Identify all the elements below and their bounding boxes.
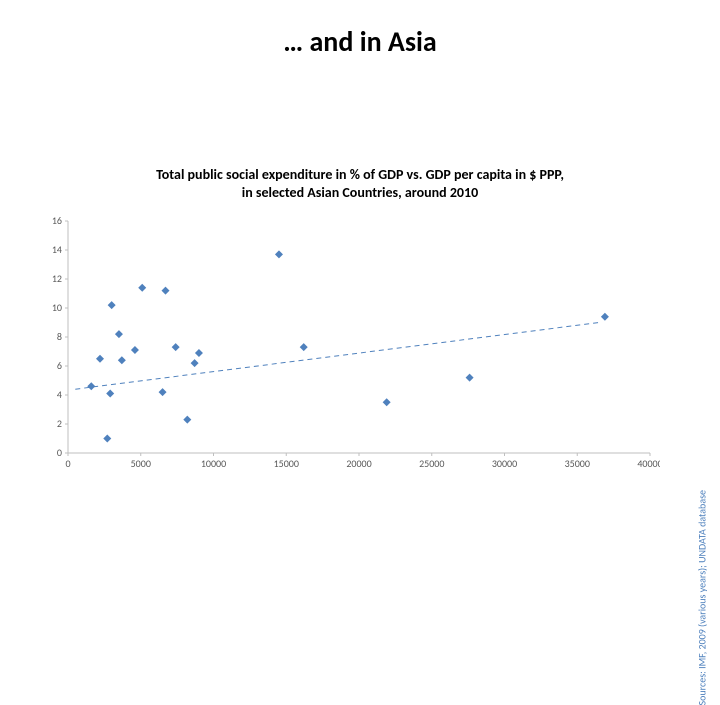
svg-text:30000: 30000: [492, 457, 517, 470]
svg-text:5000: 5000: [131, 457, 151, 470]
svg-text:20000: 20000: [346, 457, 371, 470]
svg-text:0: 0: [65, 457, 70, 470]
svg-text:6: 6: [57, 359, 62, 372]
source-text: Sources: IMF, 2009 (various years); UNDA…: [695, 490, 708, 705]
svg-text:15000: 15000: [274, 457, 299, 470]
svg-text:10000: 10000: [201, 457, 226, 470]
slide-title: … and in Asia: [0, 24, 720, 59]
svg-text:4: 4: [57, 388, 62, 401]
svg-text:0: 0: [57, 446, 62, 459]
svg-text:14: 14: [52, 243, 62, 256]
subtitle-line-2: in selected Asian Countries, around 2010: [242, 184, 478, 201]
svg-text:35000: 35000: [565, 457, 590, 470]
subtitle-line-1: Total public social expenditure in % of …: [156, 166, 564, 183]
chart-svg: 0 2 4 6 8 10 12 14 16 0 5000 10000 15000 20000 25000 30…: [40, 215, 660, 475]
svg-text:10: 10: [52, 301, 62, 314]
slide: … and in Asia Total public social expend…: [0, 0, 720, 540]
chart-subtitle: Total public social expenditure in % of …: [0, 166, 720, 201]
svg-text:8: 8: [57, 330, 62, 343]
svg-text:12: 12: [52, 272, 62, 285]
svg-text:16: 16: [52, 215, 62, 227]
scatter-chart: 0 2 4 6 8 10 12 14 16 0 5000 10000 15000 20000 25000 30…: [40, 215, 660, 475]
svg-text:25000: 25000: [419, 457, 444, 470]
svg-text:40000: 40000: [637, 457, 660, 470]
svg-text:2: 2: [57, 417, 62, 430]
